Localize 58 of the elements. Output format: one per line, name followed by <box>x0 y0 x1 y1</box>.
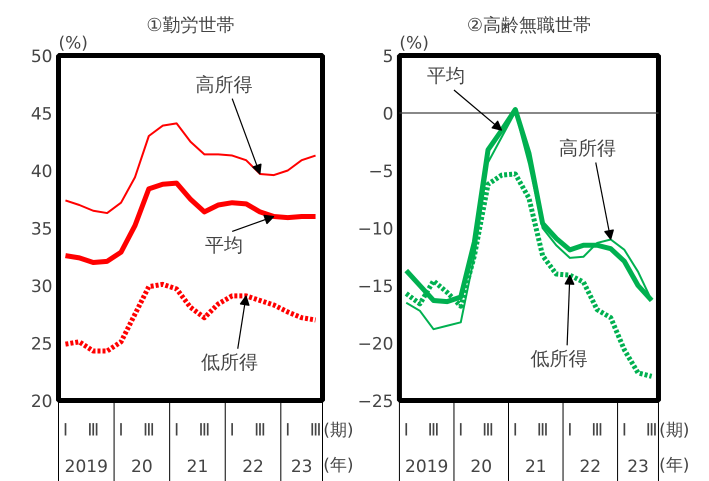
y-tick-label: 0 <box>382 104 394 124</box>
x-tick-label: Ⅰ <box>285 420 290 440</box>
x-tick-label: Ⅲ <box>198 420 210 440</box>
y-tick-label: 35 <box>30 220 53 240</box>
chart-title: ①勤労世帯 <box>146 15 235 36</box>
x-tick-label: Ⅲ <box>428 420 440 440</box>
series-label: 平均 <box>204 234 243 256</box>
x-tick-label: Ⅲ <box>591 420 603 440</box>
y-tick-label: −20 <box>358 334 394 354</box>
text: 23 <box>290 457 312 477</box>
series-label: 低所得 <box>530 348 588 370</box>
y-tick-label: 5 <box>382 47 394 67</box>
x-tick-label: Ⅰ <box>230 420 235 440</box>
x-tick-label: Ⅲ <box>646 420 658 440</box>
text: 20 <box>470 457 492 477</box>
y-tick-label: −10 <box>358 220 394 240</box>
text: 22 <box>579 457 602 477</box>
x-tick-label: Ⅲ <box>254 420 266 440</box>
y-tick-label: 25 <box>30 334 53 354</box>
x-tick-label: Ⅲ <box>310 420 322 440</box>
text: 平均 <box>426 65 465 88</box>
text: 21 <box>186 457 208 477</box>
y-tick-label: −15 <box>358 277 394 297</box>
y-tick-label: 20 <box>30 392 53 412</box>
text: 21 <box>524 457 547 477</box>
series-label: 高所得 <box>559 138 616 160</box>
y-tick-label: 30 <box>30 277 53 297</box>
text: (年) <box>659 456 690 476</box>
text: 23 <box>627 457 649 477</box>
x-tick-label: Ⅲ <box>536 420 548 440</box>
x-tick-label: Ⅰ <box>62 420 68 440</box>
y-tick-label: −5 <box>368 162 394 182</box>
text: 2019 <box>405 457 448 477</box>
y-tick-label: −25 <box>358 392 394 412</box>
x-tick-label: Ⅰ <box>174 420 180 440</box>
text: 2019 <box>64 457 108 477</box>
x-tick-label: Ⅲ <box>142 420 155 440</box>
chart-title: ②高齢無職世帯 <box>466 15 592 36</box>
x-tick-label: Ⅲ <box>87 420 100 440</box>
x-tick-label: Ⅰ <box>404 420 409 440</box>
x-tick-label: Ⅲ <box>482 420 494 440</box>
x-axis-title: (期) <box>323 420 354 440</box>
text: (年) <box>323 456 354 476</box>
y-tick-label: 40 <box>30 162 53 182</box>
y-tick-label: 50 <box>30 47 53 67</box>
text: 20 <box>131 457 153 477</box>
y-axis-title: (%) <box>399 34 429 54</box>
x-tick-label: Ⅰ <box>622 420 627 440</box>
x-tick-label: Ⅰ <box>567 420 572 440</box>
x-tick-label: Ⅰ <box>458 420 464 440</box>
text: 22 <box>242 457 264 477</box>
y-tick-label: 45 <box>30 104 53 124</box>
y-axis-title: (%) <box>58 34 88 54</box>
x-tick-label: Ⅰ <box>512 420 518 440</box>
x-tick-label: Ⅰ <box>118 420 124 440</box>
series-label: 高所得 <box>195 74 252 96</box>
series-label: 低所得 <box>200 352 258 374</box>
x-axis-title: (期) <box>659 420 690 440</box>
